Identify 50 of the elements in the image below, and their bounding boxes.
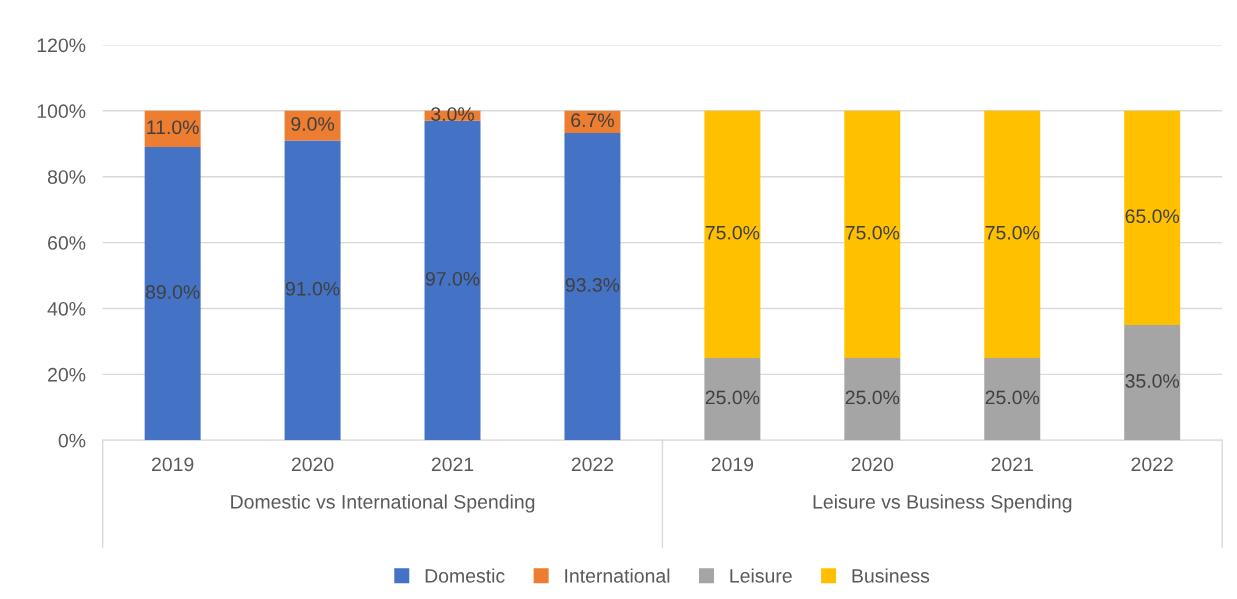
y-tick-label: 120% <box>37 38 86 53</box>
bar <box>984 357 1041 441</box>
data-label: 75.0% <box>845 225 900 240</box>
y-tick-label: 0% <box>58 433 86 448</box>
text: Domestic vs International Spending <box>231 494 535 513</box>
text: Leisure vs Business Spending <box>813 494 1072 513</box>
y-tick-label: 20% <box>48 367 86 382</box>
y-tick-label: 60% <box>48 236 86 250</box>
data-label: 93.3% <box>565 278 620 292</box>
y-tick-label: 80% <box>47 170 86 184</box>
x-tick-label: 2019 <box>711 457 754 472</box>
data-label: 9.0% <box>291 117 335 131</box>
bar <box>284 140 341 441</box>
legend-label: Business <box>852 568 930 583</box>
x-tick-label: 2022 <box>571 457 614 472</box>
data-label: 25.0% <box>705 390 760 405</box>
bar <box>704 110 761 358</box>
bar <box>144 147 201 441</box>
data-label: 97.0% <box>425 271 480 286</box>
data-label: 75.0% <box>985 225 1040 240</box>
x-tick-label: 2022 <box>1131 457 1173 472</box>
bar <box>984 110 1041 358</box>
data-label: 91.0% <box>285 281 340 296</box>
data-label: 11.0% <box>147 120 199 135</box>
bar <box>424 120 481 441</box>
bar <box>1124 110 1181 325</box>
data-label: 25.0% <box>845 390 900 405</box>
legend-label: International <box>565 568 670 583</box>
legend-label: Leisure <box>730 568 792 583</box>
x-tick-label: 2020 <box>851 457 894 472</box>
x-tick-label: 2020 <box>291 457 334 472</box>
data-label: 89.0% <box>145 285 200 299</box>
bar <box>844 110 901 358</box>
bar <box>564 132 621 441</box>
x-tick-label: 2021 <box>431 457 474 472</box>
legend-label: Domestic <box>425 568 505 583</box>
data-label: 25.0% <box>985 390 1040 405</box>
x-tick-label: 2019 <box>151 457 194 472</box>
bar <box>844 357 901 441</box>
data-label: 65.0% <box>1125 209 1180 224</box>
bar <box>704 357 761 441</box>
data-label: 75.0% <box>705 225 760 240</box>
x-tick-label: 2021 <box>991 457 1033 472</box>
data-label: 35.0% <box>1125 374 1180 388</box>
y-tick-label: 100% <box>37 104 86 119</box>
data-label: 3.0% <box>431 107 474 121</box>
data-label: 6.7% <box>571 113 614 128</box>
bar <box>1124 324 1181 441</box>
bar <box>144 110 201 148</box>
y-tick-label: 40% <box>47 301 86 316</box>
